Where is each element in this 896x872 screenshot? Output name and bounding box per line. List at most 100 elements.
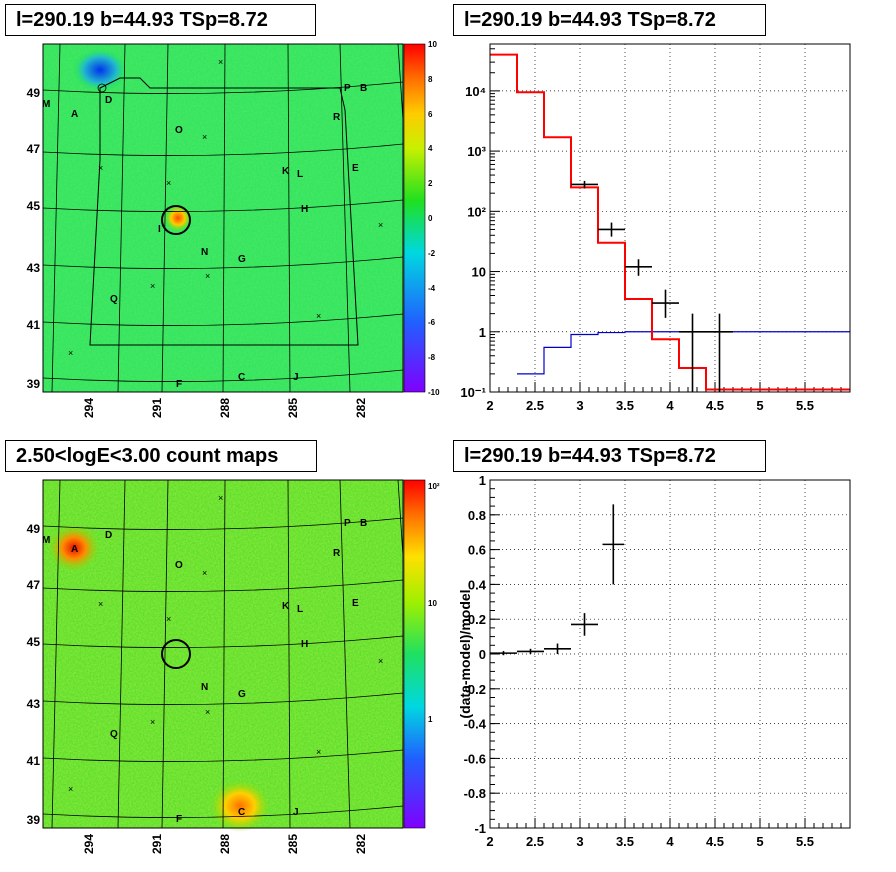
svg-text:M: M — [42, 535, 50, 546]
y-tick-label: -0.2 — [464, 682, 486, 697]
background-model-line — [517, 331, 850, 375]
x-tick-label: 4.5 — [706, 834, 724, 849]
svg-text:L: L — [297, 169, 303, 180]
svg-text:O: O — [175, 125, 183, 136]
svg-text:43: 43 — [27, 261, 41, 275]
svg-text:294: 294 — [82, 834, 96, 854]
svg-text:288: 288 — [218, 398, 232, 418]
svg-text:×: × — [378, 220, 383, 230]
coordinate-grid — [42, 479, 404, 829]
svg-text:49: 49 — [27, 522, 41, 536]
coordinate-grid — [42, 43, 404, 393]
plot-frame — [489, 43, 851, 393]
map-y-axis-labels: 49 47 45 43 41 39 — [27, 86, 41, 391]
svg-text:294: 294 — [82, 398, 96, 418]
x-tick-label: 5 — [756, 398, 763, 413]
count-map-title: 2.50<logE<3.00 count maps — [5, 440, 317, 472]
ratio-title: l=290.19 b=44.93 TSp=8.72 — [453, 440, 766, 472]
svg-text:A: A — [71, 544, 78, 555]
y-tick-label: 1 — [479, 473, 486, 488]
svg-text:282: 282 — [354, 398, 368, 418]
svg-text:39: 39 — [27, 813, 41, 827]
x-tick-label: 3.5 — [616, 398, 634, 413]
residual-colorbar — [403, 43, 426, 393]
svg-text:G: G — [238, 689, 246, 700]
x-markers: × × × × × × × × × — [68, 493, 383, 794]
svg-text:N: N — [201, 682, 208, 693]
svg-text:47: 47 — [27, 142, 41, 156]
svg-text:R: R — [333, 112, 341, 123]
spectrum-title: l=290.19 b=44.93 TSp=8.72 — [453, 4, 766, 36]
svg-text:×: × — [218, 493, 223, 503]
svg-text:4: 4 — [428, 144, 433, 153]
svg-text:F: F — [176, 814, 182, 825]
x-tick-label: 3 — [576, 834, 583, 849]
svg-text:C: C — [238, 807, 245, 818]
svg-text:C: C — [238, 372, 245, 383]
svg-text:J: J — [293, 807, 299, 818]
svg-text:-6: -6 — [428, 318, 436, 327]
x-tick-label: 2 — [486, 398, 493, 413]
y-tick-label: 0.8 — [468, 508, 486, 523]
svg-text:291: 291 — [150, 834, 164, 854]
source-markers: M A D O P B R K L E H N G Q F C J I — [42, 83, 367, 390]
svg-text:K: K — [282, 166, 290, 177]
map-x-axis-labels: 294 291 288 285 282 — [82, 834, 368, 854]
svg-text:10²: 10² — [428, 482, 440, 491]
svg-text:×: × — [202, 132, 207, 142]
svg-text:1: 1 — [428, 715, 433, 724]
count-colorbar-labels: 10² 10 1 — [428, 482, 440, 724]
y-tick-label: -0.6 — [464, 751, 486, 766]
svg-text:×: × — [68, 784, 73, 794]
svg-text:×: × — [150, 717, 155, 727]
svg-text:G: G — [238, 254, 246, 265]
residual-map-title: l=290.19 b=44.93 TSp=8.72 — [5, 4, 316, 36]
x-tick-label: 2 — [486, 834, 493, 849]
svg-text:B: B — [360, 83, 367, 94]
svg-text:0: 0 — [428, 214, 433, 223]
svg-text:41: 41 — [27, 754, 41, 768]
x-tick-label: 2.5 — [526, 398, 544, 413]
x-tick-label: 3.5 — [616, 834, 634, 849]
svg-text:F: F — [176, 379, 182, 390]
svg-text:285: 285 — [286, 398, 300, 418]
svg-text:×: × — [98, 163, 103, 173]
y-tick-label: 10 — [472, 265, 486, 280]
svg-text:E: E — [352, 598, 359, 609]
svg-text:10: 10 — [428, 40, 437, 49]
y-tick-label: -0.4 — [464, 717, 487, 732]
svg-text:D: D — [105, 95, 112, 106]
y-tick-label: 0 — [479, 647, 486, 662]
y-tick-label: 0.4 — [468, 577, 487, 592]
svg-text:N: N — [201, 247, 208, 258]
svg-text:×: × — [150, 281, 155, 291]
y-tick-label: 10⁻¹ — [460, 385, 486, 400]
svg-text:H: H — [301, 639, 308, 650]
svg-text:H: H — [301, 204, 308, 215]
svg-text:I: I — [158, 224, 161, 235]
svg-text:×: × — [166, 178, 171, 188]
x-markers: × × × × × × × × × — [68, 57, 383, 358]
y-tick-label: -1 — [474, 821, 486, 836]
svg-text:43: 43 — [27, 697, 41, 711]
svg-text:10: 10 — [428, 599, 437, 608]
map-frame — [42, 43, 404, 393]
svg-text:M: M — [42, 99, 50, 110]
y-tick-label: 1 — [479, 325, 486, 340]
svg-text:39: 39 — [27, 377, 41, 391]
map-x-axis-labels: 294 291 288 285 282 — [82, 398, 368, 418]
svg-text:R: R — [333, 548, 341, 559]
svg-text:-10: -10 — [428, 388, 440, 397]
x-tick-label: 5.5 — [796, 834, 814, 849]
svg-text:47: 47 — [27, 578, 41, 592]
svg-text:-8: -8 — [428, 353, 436, 362]
svg-text:B: B — [360, 518, 367, 529]
svg-text:×: × — [316, 311, 321, 321]
x-tick-label: 4.5 — [706, 398, 724, 413]
svg-text:45: 45 — [27, 199, 41, 213]
y-tick-label: 10⁴ — [465, 84, 486, 99]
y-tick-label: 0.2 — [468, 612, 486, 627]
svg-text:41: 41 — [27, 318, 41, 332]
svg-text:-2: -2 — [428, 249, 436, 258]
x-tick-label: 2.5 — [526, 834, 544, 849]
